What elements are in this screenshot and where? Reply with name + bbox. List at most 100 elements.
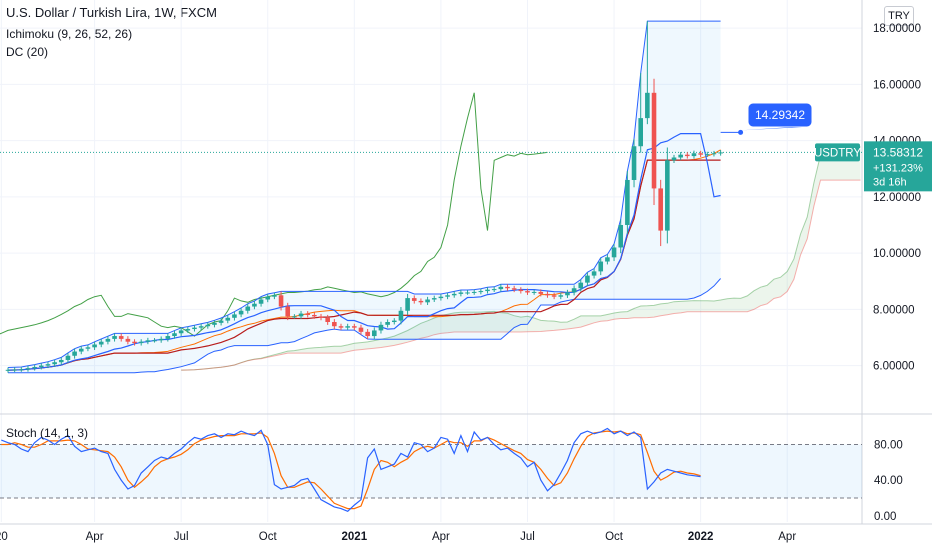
- candle-body: [212, 322, 217, 325]
- price-tag-value: 13.58312: [873, 145, 923, 159]
- stoch-tick-label: 80.00: [874, 440, 903, 452]
- candle-body: [112, 336, 117, 339]
- price-tick-label: 12.00000: [873, 192, 921, 204]
- senkou-span-b: [181, 179, 861, 371]
- symbol-tag: [815, 143, 860, 162]
- candle-body: [658, 188, 663, 231]
- price-axis: 6.000008.0000010.0000012.0000014.0000016…: [873, 23, 921, 523]
- candle-body: [118, 336, 124, 339]
- candle-body: [252, 303, 257, 307]
- candle-body: [478, 291, 484, 293]
- candle-body: [318, 316, 324, 318]
- candle-body: [511, 288, 517, 290]
- candle-body: [132, 341, 137, 344]
- candle-body: [458, 292, 464, 294]
- price-tag: [864, 141, 932, 192]
- candle-body: [65, 355, 71, 360]
- candle-body: [485, 289, 490, 292]
- candle-body: [698, 153, 703, 155]
- candle-body: [391, 320, 397, 323]
- candle-body: [431, 298, 437, 300]
- callout-box: [747, 102, 813, 128]
- time-tick-label: Apr: [778, 531, 796, 543]
- donchian-band: [8, 21, 721, 373]
- candle-body: [565, 292, 570, 296]
- candle-body: [418, 300, 424, 303]
- candle-body: [671, 157, 677, 161]
- price-tag-countdown: 3d 16h: [873, 176, 907, 188]
- candle-body: [531, 291, 537, 293]
- candle-body: [358, 327, 364, 332]
- candle-body: [491, 289, 497, 291]
- stoch-tick-label: 0.00: [874, 511, 896, 523]
- candle-body: [405, 298, 410, 311]
- candle-body: [605, 257, 610, 262]
- candle-body: [618, 224, 624, 248]
- time-tick-label: 2021: [342, 531, 368, 543]
- candle-body: [298, 313, 304, 317]
- candle-body: [125, 338, 131, 342]
- candle-body: [585, 275, 590, 283]
- candle-body: [385, 322, 390, 325]
- candle-body: [398, 310, 404, 321]
- candle-body: [631, 146, 637, 180]
- candle-body: [352, 326, 357, 328]
- indicator-dc-label[interactable]: DC (20): [6, 45, 49, 59]
- candle-body: [611, 247, 617, 258]
- candle-body: [378, 324, 384, 331]
- candle-body: [685, 154, 690, 157]
- candle-body: [645, 92, 650, 119]
- candle-body: [538, 291, 544, 294]
- candles: [5, 21, 723, 373]
- stoch-label: Stoch (14, 1, 3): [6, 426, 88, 440]
- candle-body: [665, 160, 670, 231]
- callout-dot: [738, 129, 744, 135]
- candle-body: [578, 282, 584, 289]
- candle-body: [598, 261, 604, 272]
- candle-body: [332, 322, 337, 327]
- candle-body: [172, 333, 177, 337]
- time-tick-label: Apr: [432, 531, 450, 543]
- candle-body: [525, 291, 530, 293]
- candle-body: [92, 344, 97, 348]
- time-axis: 20 Apr Jul Oct 2021 Apr Jul Oct 2022 Apr: [0, 531, 796, 543]
- candle-body: [152, 340, 157, 342]
- candle-body: [165, 336, 171, 339]
- candle-body: [5, 369, 11, 371]
- candle-body: [705, 154, 710, 156]
- candle-body: [25, 368, 31, 370]
- chikou-span: [0, 92, 548, 337]
- candle-body: [292, 316, 297, 318]
- stoch-tick-label: 40.00: [874, 475, 903, 487]
- candle-body: [305, 313, 310, 315]
- candle-body: [258, 299, 264, 304]
- candle-body: [52, 362, 57, 365]
- candle-body: [285, 306, 291, 317]
- candle-body: [498, 286, 504, 290]
- candle-body: [465, 292, 470, 294]
- indicator-ichimoku-label[interactable]: Ichimoku (9, 26, 52, 26): [6, 27, 133, 41]
- candle-body: [45, 364, 51, 366]
- candle-body: [98, 341, 104, 345]
- candle-body: [678, 154, 683, 158]
- candle-body: [518, 289, 524, 292]
- candle-body: [338, 326, 344, 328]
- currency-button[interactable]: TRY: [884, 6, 914, 26]
- candle-body: [32, 367, 37, 369]
- senkou-span-a: [181, 146, 861, 371]
- candle-body: [451, 293, 457, 296]
- time-tick-label: Jul: [520, 531, 535, 543]
- candle-body: [551, 295, 557, 297]
- candle-body: [185, 329, 191, 331]
- tenkan-sen: [7, 133, 721, 371]
- candle-body: [39, 365, 44, 368]
- candle-body: [625, 179, 630, 225]
- price-tick-label: 16.00000: [873, 79, 921, 91]
- candle-body: [192, 327, 197, 330]
- time-tick-label: 20: [0, 531, 8, 543]
- candle-body: [471, 291, 477, 293]
- time-tick-label: Oct: [605, 531, 624, 543]
- candle-body: [505, 286, 510, 289]
- candle-body: [205, 324, 211, 327]
